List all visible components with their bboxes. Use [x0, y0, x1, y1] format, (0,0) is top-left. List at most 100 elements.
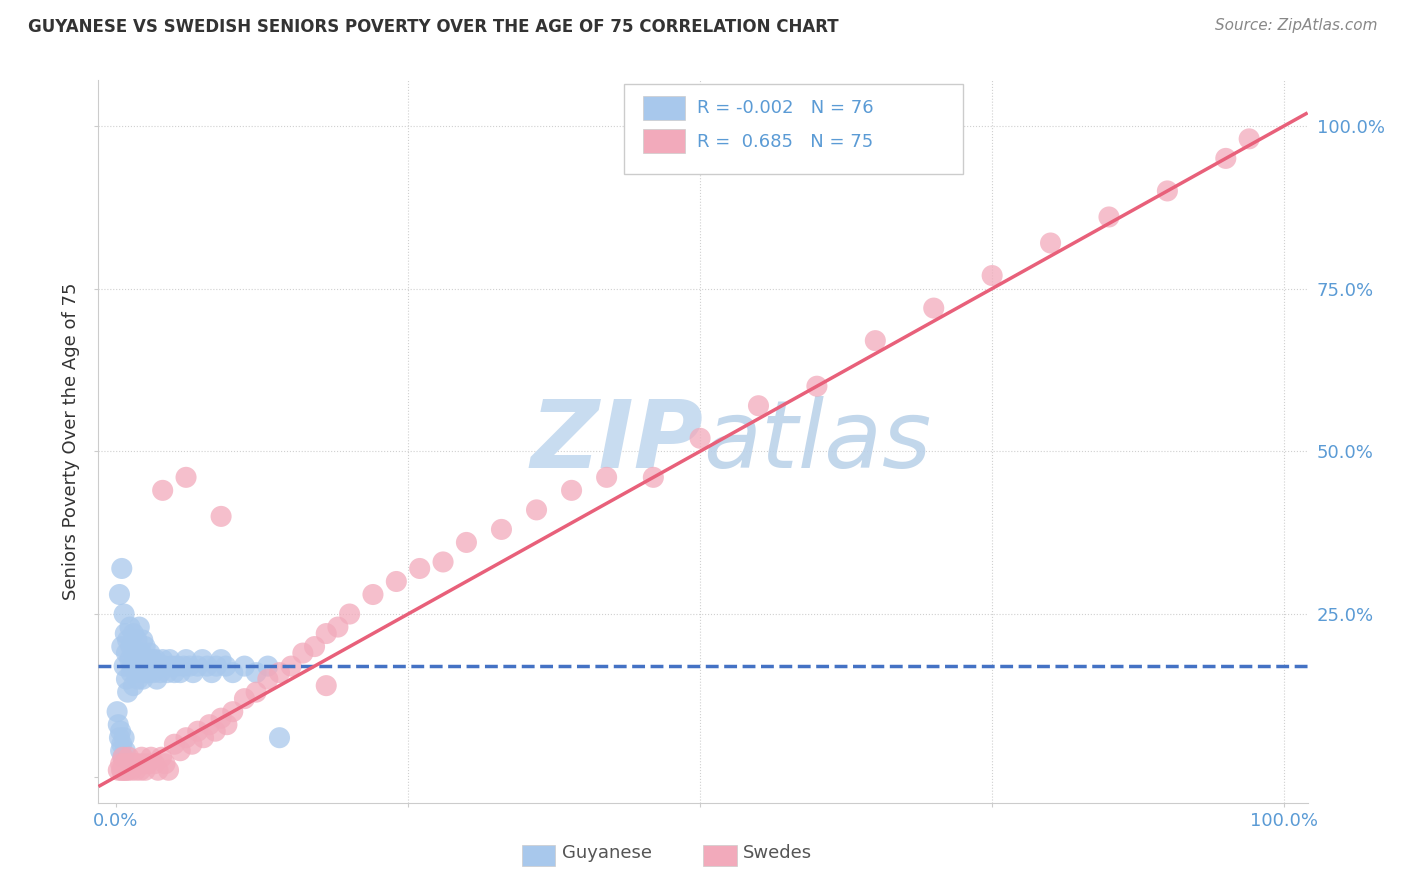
Point	[111, 764, 134, 778]
Point	[110, 744, 132, 758]
Point	[111, 750, 134, 764]
Point	[304, 640, 326, 654]
FancyBboxPatch shape	[624, 84, 963, 174]
FancyBboxPatch shape	[643, 129, 685, 153]
Point	[111, 750, 134, 764]
Text: Source: ZipAtlas.com: Source: ZipAtlas.com	[1215, 18, 1378, 33]
Point	[108, 587, 131, 601]
Point	[174, 470, 197, 484]
Point	[134, 764, 156, 778]
Point	[118, 652, 141, 666]
Point	[201, 665, 224, 680]
Point	[432, 555, 454, 569]
Point	[157, 764, 180, 778]
FancyBboxPatch shape	[643, 96, 685, 120]
Point	[146, 764, 169, 778]
Point	[146, 659, 169, 673]
Point	[152, 652, 174, 666]
Point	[173, 659, 195, 673]
Point	[643, 470, 665, 484]
Point	[456, 535, 478, 549]
Point	[256, 659, 278, 673]
Point	[139, 659, 162, 673]
Point	[139, 750, 162, 764]
Point	[112, 607, 135, 621]
Point	[118, 756, 141, 771]
Point	[111, 737, 134, 751]
Point	[153, 659, 176, 673]
Point	[121, 659, 143, 673]
Y-axis label: Seniors Poverty Over the Age of 75: Seniors Poverty Over the Age of 75	[62, 283, 80, 600]
Point	[195, 659, 218, 673]
Point	[315, 679, 337, 693]
Point	[689, 431, 711, 445]
Point	[269, 665, 291, 680]
Point	[127, 756, 149, 771]
Point	[159, 652, 181, 666]
Point	[107, 717, 129, 731]
Point	[115, 672, 138, 686]
Point	[120, 764, 142, 778]
Text: GUYANESE VS SWEDISH SENIORS POVERTY OVER THE AGE OF 75 CORRELATION CHART: GUYANESE VS SWEDISH SENIORS POVERTY OVER…	[28, 18, 839, 36]
Point	[112, 659, 135, 673]
Point	[280, 659, 302, 673]
Point	[209, 509, 232, 524]
Point	[169, 665, 191, 680]
Point	[526, 503, 548, 517]
Point	[115, 646, 138, 660]
Point	[806, 379, 828, 393]
Point	[128, 652, 150, 666]
Point	[122, 756, 145, 771]
Point	[117, 764, 139, 778]
Point	[204, 724, 226, 739]
Point	[180, 737, 202, 751]
Point	[142, 665, 165, 680]
Point	[491, 523, 513, 537]
Point	[136, 659, 159, 673]
Point	[111, 764, 134, 778]
Point	[191, 652, 214, 666]
Point	[209, 711, 232, 725]
Point	[233, 691, 256, 706]
Point	[315, 626, 337, 640]
Point	[132, 633, 155, 648]
Point	[118, 750, 141, 764]
Point	[193, 731, 215, 745]
Point	[129, 764, 152, 778]
Point	[143, 659, 166, 673]
Point	[1237, 132, 1260, 146]
Point	[595, 470, 617, 484]
Text: R = -0.002   N = 76: R = -0.002 N = 76	[697, 100, 873, 118]
Point	[163, 665, 186, 680]
Point	[152, 483, 174, 498]
Point	[131, 750, 153, 764]
Point	[122, 679, 145, 693]
Point	[120, 665, 142, 680]
Point	[174, 652, 197, 666]
Point	[122, 626, 145, 640]
Point	[136, 756, 159, 771]
Text: Swedes: Swedes	[742, 845, 813, 863]
Point	[124, 756, 146, 771]
Point	[125, 665, 148, 680]
Point	[150, 750, 173, 764]
Point	[110, 724, 132, 739]
Point	[139, 646, 162, 660]
Point	[134, 665, 156, 680]
Point	[339, 607, 361, 621]
Point	[153, 756, 176, 771]
Point	[127, 672, 149, 686]
Point	[187, 659, 209, 673]
Point	[114, 626, 136, 640]
Point	[174, 731, 197, 745]
Point	[1098, 210, 1121, 224]
Point	[117, 685, 139, 699]
Point	[747, 399, 769, 413]
Point	[245, 665, 267, 680]
Point	[125, 659, 148, 673]
Point	[108, 731, 131, 745]
Point	[132, 672, 155, 686]
Point	[143, 756, 166, 771]
Point	[132, 756, 155, 771]
Text: ZIP: ZIP	[530, 395, 703, 488]
